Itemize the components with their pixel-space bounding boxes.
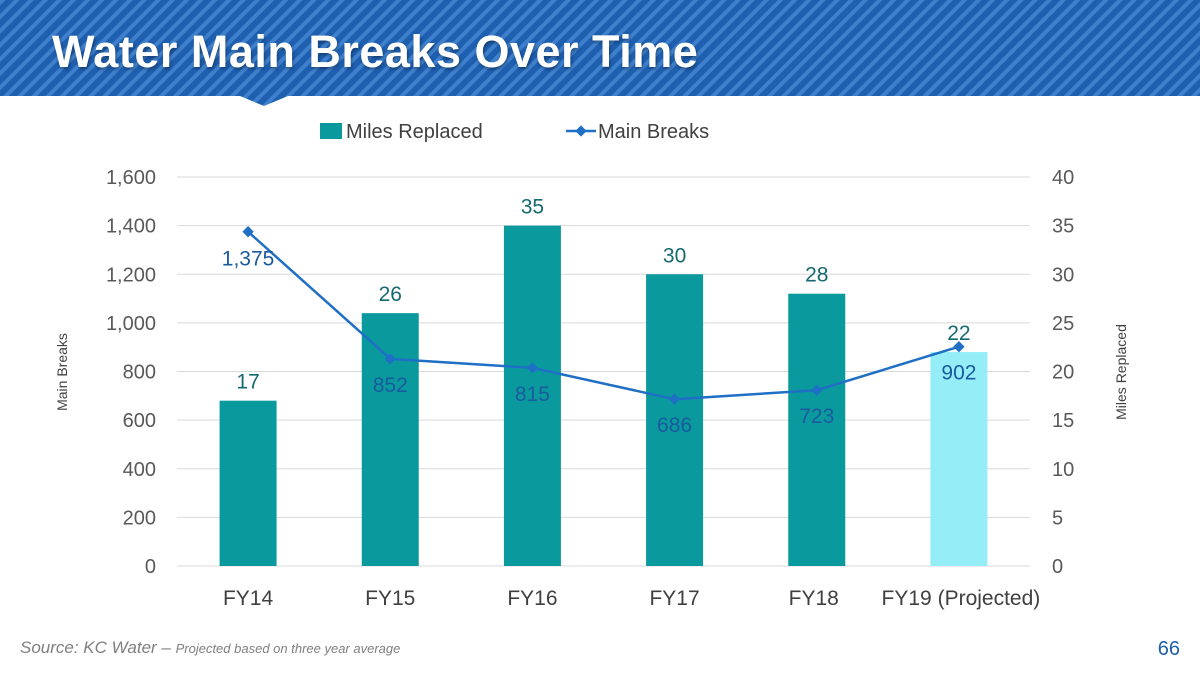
source-note: Source: KC Water – Projected based on th… — [20, 638, 400, 658]
main-breaks-point — [668, 393, 681, 405]
bar-miles-replaced — [503, 225, 561, 566]
main-breaks-point — [384, 353, 396, 365]
page-number: 66 — [1157, 638, 1180, 660]
left-axis-tick-label: 1,400 — [106, 216, 156, 238]
line-value-label: 723 — [799, 405, 834, 428]
right-axis-tick-label: 35 — [1052, 216, 1074, 238]
left-axis-tick-label: 0 — [145, 556, 156, 578]
legend-label-main-breaks: Main Breaks — [598, 121, 709, 143]
left-axis-tick-label: 600 — [123, 410, 156, 432]
bar-value-label: 30 — [663, 244, 686, 267]
slide-title: Water Main Breaks Over Time — [52, 26, 699, 77]
category-label: FY14 — [223, 587, 274, 610]
bar-miles-replaced — [361, 313, 419, 566]
line-value-label: 815 — [515, 383, 550, 406]
line-value-label: 852 — [373, 374, 408, 397]
bar-value-label: 35 — [521, 196, 544, 219]
legend-label-miles-replaced: Miles Replaced — [346, 121, 483, 143]
category-label: FY17 — [649, 587, 699, 610]
main-breaks-line — [247, 230, 960, 401]
main-breaks-point — [811, 384, 823, 396]
category-label: FY16 — [507, 587, 557, 610]
header-banner — [0, 0, 1200, 106]
right-axis-tick-label: 25 — [1052, 313, 1074, 335]
bar-miles-replaced — [219, 400, 277, 566]
line-series-main-breaks — [242, 226, 965, 405]
source-detail: Projected based on three year average — [175, 641, 401, 656]
bar-value-label: 17 — [236, 371, 259, 394]
legend-swatch-miles-replaced — [320, 123, 342, 139]
main-breaks-point — [242, 226, 254, 238]
data-labels: 17 26 35 30 28 22 1,375 852 815 686 723 902 — [222, 196, 977, 438]
left-axis-tick-label: 800 — [123, 362, 156, 384]
left-axis-tick-label: 1,200 — [106, 264, 156, 286]
right-axis-tick-label: 30 — [1052, 264, 1074, 286]
bar-miles-replaced — [788, 293, 846, 566]
legend: Miles Replaced Main Breaks — [320, 121, 709, 143]
right-axis-tick-label: 15 — [1052, 410, 1074, 432]
bar-value-label: 22 — [947, 322, 970, 345]
bar-miles-replaced — [930, 352, 988, 566]
slide-header: Water Main Breaks Over Time — [0, 0, 1200, 110]
right-axis-tick-label: 0 — [1052, 556, 1063, 578]
line-value-label: 1,375 — [222, 248, 275, 271]
main-breaks-point — [953, 341, 965, 353]
left-axis-tick-label: 200 — [123, 507, 156, 529]
left-axis-tick-label: 1,600 — [106, 167, 156, 189]
left-axis-title: Main Breaks — [54, 333, 70, 411]
category-label: FY19 (Projected) — [882, 587, 1041, 610]
right-axis-tick-label: 20 — [1052, 362, 1074, 384]
left-axis-tick-label: 1,000 — [106, 313, 156, 335]
source-label: Source: KC Water – — [20, 638, 176, 657]
gridlines — [177, 176, 1030, 567]
right-axis-title: Miles Replaced — [1113, 324, 1129, 420]
line-value-label: 686 — [657, 414, 692, 437]
bar-value-label: 26 — [379, 283, 402, 306]
right-axis-tick-label: 5 — [1052, 507, 1063, 529]
line-value-label: 902 — [941, 362, 976, 385]
left-axis-tick-label: 400 — [123, 459, 156, 481]
category-label: FY18 — [789, 587, 839, 610]
bar-value-label: 28 — [805, 264, 828, 287]
right-axis-tick-label: 10 — [1052, 459, 1074, 481]
axes: 0 0 200 5 400 10 600 15 800 20 1,000 25 1,200 30 1,400… — [54, 167, 1129, 610]
category-label: FY15 — [365, 587, 415, 610]
bar-miles-replaced — [646, 274, 704, 566]
right-axis-tick-label: 40 — [1052, 167, 1074, 189]
main-breaks-point — [526, 362, 539, 374]
legend-marker-main-breaks — [575, 125, 587, 137]
bar-series-miles-replaced — [219, 225, 988, 566]
